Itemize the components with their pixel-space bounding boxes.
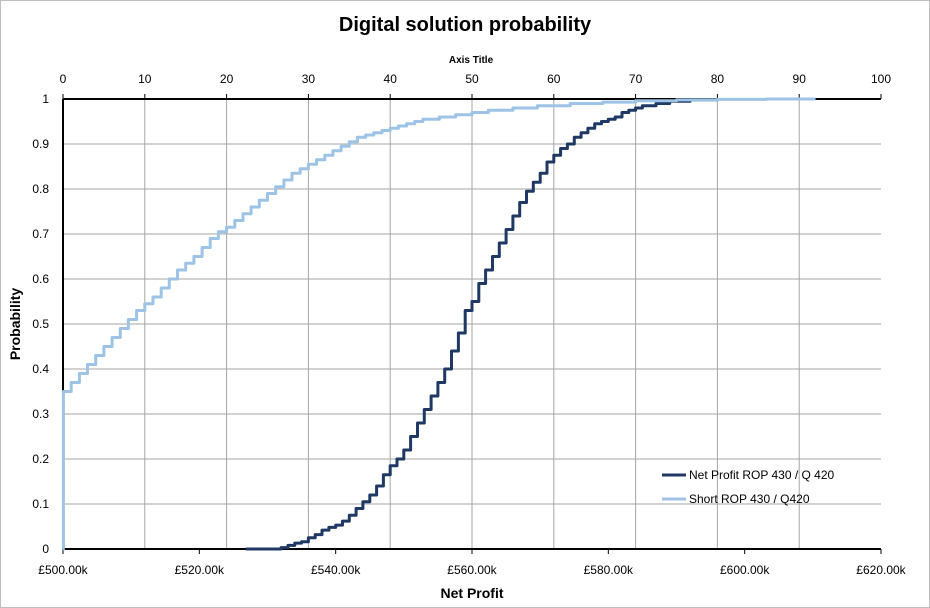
x-tick-label: £540.00k bbox=[311, 563, 361, 577]
x2-tick-label: 30 bbox=[302, 72, 316, 86]
y-tick-label: 0.9 bbox=[32, 137, 49, 151]
y-tick-label: 0.7 bbox=[32, 227, 49, 241]
y-tick-label: 0.6 bbox=[32, 272, 49, 286]
x2-tick-label: 20 bbox=[220, 72, 234, 86]
x2-tick-label: 70 bbox=[629, 72, 643, 86]
legend-label-net-profit: Net Profit ROP 430 / Q 420 bbox=[689, 468, 835, 482]
legend-label-short-rop: Short ROP 430 / Q420 bbox=[689, 492, 810, 506]
y-tick-label: 1 bbox=[42, 92, 49, 106]
top-axis-title: Axis Title bbox=[449, 55, 494, 66]
y-tick-label: 0.3 bbox=[32, 407, 49, 421]
x-tick-label: £520.00k bbox=[175, 563, 225, 577]
legend: Net Profit ROP 430 / Q 420 Short ROP 430… bbox=[662, 468, 835, 506]
y-tick-label: 0.8 bbox=[32, 182, 49, 196]
y-tick-label: 0.5 bbox=[32, 317, 49, 331]
x2-tick-label: 100 bbox=[871, 72, 891, 86]
y-axis-title: Probability bbox=[7, 288, 23, 361]
x2-tick-label: 0 bbox=[60, 72, 67, 86]
x-tick-label: £600.00k bbox=[720, 563, 770, 577]
series-line-short-rop bbox=[61, 97, 816, 551]
x2-tick-label: 50 bbox=[465, 72, 479, 86]
gridlines bbox=[63, 99, 881, 549]
x-tick-label: £560.00k bbox=[447, 563, 497, 577]
x-axis-title: Net Profit bbox=[441, 585, 504, 601]
x2-tick-label: 40 bbox=[384, 72, 398, 86]
x-tick-label: £500.00k bbox=[38, 563, 88, 577]
chart-title: Digital solution probability bbox=[339, 14, 592, 36]
y-tick-label: 0.1 bbox=[32, 497, 49, 511]
y-tick-label: 0.4 bbox=[32, 362, 49, 376]
y-tick-label: 0 bbox=[42, 542, 49, 556]
x2-tick-label: 60 bbox=[547, 72, 561, 86]
x2-tick-label: 80 bbox=[711, 72, 725, 86]
series-line-net-profit bbox=[245, 98, 719, 551]
series-lines bbox=[61, 97, 816, 551]
x-tick-label: £620.00k bbox=[856, 563, 906, 577]
tick-labels: 00.10.20.30.40.50.60.70.80.910 10 20 30 40 50… bbox=[32, 72, 906, 577]
x2-tick-label: 90 bbox=[793, 72, 807, 86]
y-tick-label: 0.2 bbox=[32, 452, 49, 466]
x2-tick-label: 10 bbox=[138, 72, 152, 86]
x-tick-label: £580.00k bbox=[584, 563, 634, 577]
